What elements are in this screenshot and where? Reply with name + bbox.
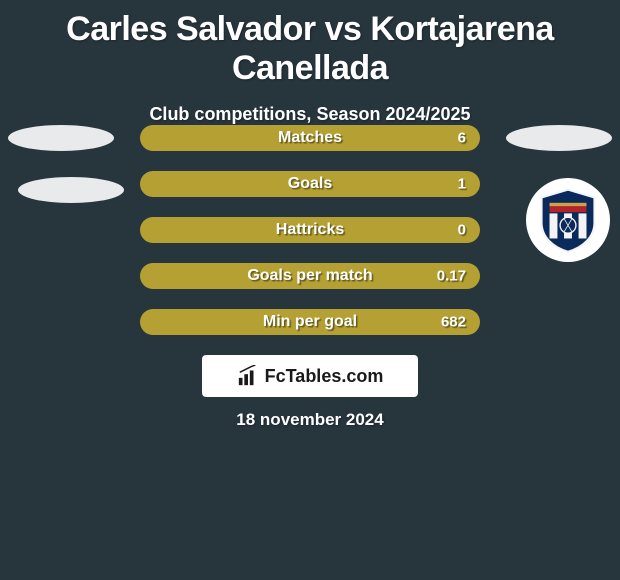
club-badge-huesca — [526, 178, 610, 262]
shield-icon — [535, 187, 601, 253]
stat-label: Goals — [288, 175, 332, 193]
stat-row: Hattricks 0 — [140, 217, 480, 243]
player-left-oval-1 — [8, 125, 114, 151]
stat-value-right: 0.17 — [437, 268, 466, 285]
stat-row: Goals per match 0.17 — [140, 263, 480, 289]
stat-row: Min per goal 682 — [140, 309, 480, 335]
player-right-oval-1 — [506, 125, 612, 151]
stat-label: Matches — [278, 129, 342, 147]
stat-value-right: 6 — [458, 130, 466, 147]
stats-bars: Matches 6 Goals 1 Hattricks 0 Goals per … — [140, 125, 480, 355]
stat-label: Goals per match — [247, 267, 372, 285]
stat-label: Hattricks — [276, 221, 344, 239]
stat-row: Goals 1 — [140, 171, 480, 197]
player-left-oval-2 — [18, 177, 124, 203]
fctables-logo: FcTables.com — [202, 355, 418, 397]
stat-value-right: 1 — [458, 176, 466, 193]
stat-label: Min per goal — [263, 313, 357, 331]
stat-row: Matches 6 — [140, 125, 480, 151]
page-title: Carles Salvador vs Kortajarena Canellada — [0, 0, 620, 88]
page-subtitle: Club competitions, Season 2024/2025 — [0, 104, 620, 125]
stat-value-right: 0 — [458, 222, 466, 239]
footer-site-name: FcTables.com — [265, 366, 384, 387]
stat-value-right: 682 — [441, 314, 466, 331]
footer-date: 18 november 2024 — [236, 410, 383, 430]
bar-chart-icon — [237, 365, 259, 387]
